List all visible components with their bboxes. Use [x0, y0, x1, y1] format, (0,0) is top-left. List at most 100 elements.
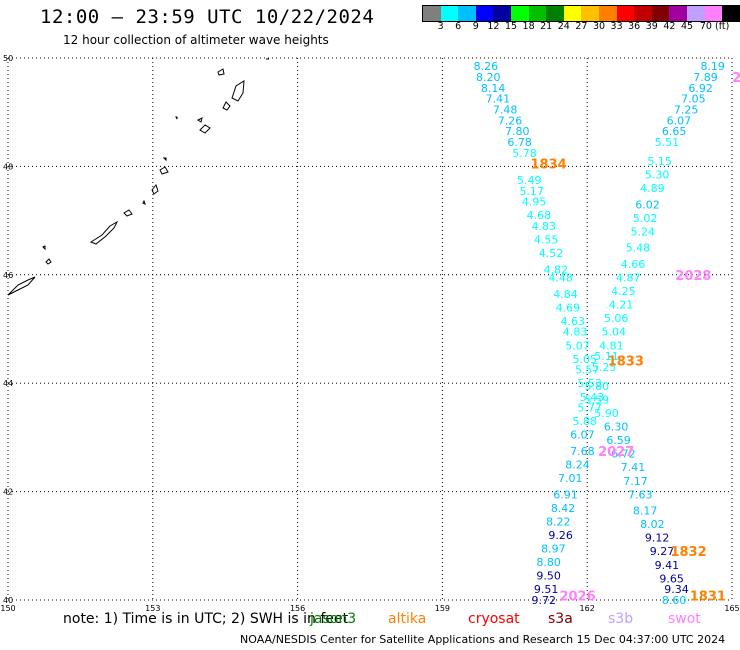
wave-height-value: 5.05	[573, 353, 598, 366]
colorbar-swatch	[686, 6, 705, 21]
wave-height-value: 4.66	[621, 258, 646, 271]
wave-height-value: 6.59	[606, 434, 631, 447]
pass-time-label: 2	[732, 71, 740, 86]
wave-height-value: 8.24	[565, 459, 590, 472]
wave-height-value: 8.19	[700, 60, 725, 73]
wave-height-value: 9.34	[664, 583, 689, 596]
x-tick-label: 150	[0, 604, 15, 613]
pass-time-label: 1832	[670, 545, 706, 560]
wave-height-value: 8.97	[541, 543, 566, 556]
legend-altika: altika	[388, 611, 427, 627]
wave-height-value: 7.25	[674, 103, 699, 116]
wave-height-value: 5.30	[645, 169, 670, 182]
wave-height-value: 7.80	[505, 125, 530, 138]
wave-height-value: 5.51	[655, 136, 680, 149]
wave-height-value: 4.48	[548, 272, 573, 285]
wave-height-value: 5.57	[575, 364, 600, 377]
wave-height-value: 7.41	[621, 461, 646, 474]
pass-time-label: 2027	[598, 445, 634, 460]
x-tick-label: 153	[145, 604, 160, 613]
wave-height-value: 8.26	[474, 60, 499, 73]
colorbar-swatch	[563, 6, 582, 21]
colorbar-swatch	[510, 6, 529, 21]
wave-height-value: 5.59	[585, 393, 610, 406]
colorbar-swatch	[528, 6, 547, 21]
wave-height-value: 5.88	[573, 415, 598, 428]
wave-height-value: 4.69	[556, 301, 581, 314]
colorbar-label: 45	[680, 21, 694, 32]
wave-height-value: 7.05	[681, 93, 706, 106]
wave-height-value: 7.41	[486, 93, 511, 106]
colorbar-label: 9	[472, 21, 479, 32]
legend-swot: swot	[668, 611, 701, 627]
credit-line: NOAA/NESDIS Center for Satellite Applica…	[240, 633, 726, 646]
wave-height-value: 8.80	[536, 556, 561, 569]
wave-height-value: 8.17	[633, 505, 658, 518]
wave-height-value: 5.02	[633, 212, 658, 225]
colorbar-swatch	[493, 6, 511, 21]
colorbar-swatch	[669, 6, 687, 21]
wave-height-value: 5.53	[577, 377, 602, 390]
wave-height-value: 4.68	[527, 209, 552, 222]
wave-height-value: 8.60	[662, 594, 687, 607]
wave-height-value: 8.14	[481, 82, 506, 95]
wave-height-value: 5.17	[519, 185, 544, 198]
footer-note: note: 1) Time is in UTC; 2) SWH is in fe…	[63, 611, 349, 627]
axis-tick-labels: 150 153 156 159 162 165 40 42 44 46 48 50	[0, 54, 739, 613]
colorbar-swatch	[722, 6, 740, 21]
wave-height-value: 4.55	[534, 234, 559, 247]
colorbar-label: 6	[455, 21, 462, 32]
pass-time-label: 1831	[690, 590, 726, 605]
wave-height-value: 9.41	[655, 559, 680, 572]
wave-height-value: 5.24	[630, 225, 655, 238]
y-tick-label: 44	[3, 379, 13, 388]
wave-height-value: 7.63	[628, 488, 653, 501]
pass-time-label: 1834	[530, 158, 566, 173]
wave-height-value: 4.89	[640, 182, 665, 195]
wave-height-value: 6.02	[635, 198, 660, 211]
colorbar-label: 24	[557, 21, 570, 32]
wave-height-value: 7.01	[558, 472, 583, 485]
wave-height-value: 5.80	[585, 380, 610, 393]
wave-height-value: 4.83	[532, 220, 557, 233]
colorbar-label: 33	[610, 21, 623, 32]
wave-height-value: 6.07	[667, 114, 692, 127]
colorbar-label: 39	[645, 21, 658, 32]
colorbar-label: 30	[592, 21, 606, 32]
wave-height-value: 4.81	[599, 339, 624, 352]
legend-s3b: s3b	[608, 611, 634, 627]
legend-jason3: jason3	[310, 611, 357, 627]
wave-height-value: 6.65	[662, 125, 687, 138]
wave-height-value: 6.30	[604, 421, 629, 434]
wave-height-value: 7.17	[623, 475, 648, 488]
coastline	[7, 58, 269, 296]
colorbar-swatch	[440, 6, 459, 21]
colorbar-label: 12	[487, 21, 500, 32]
colorbar-swatch	[458, 6, 476, 21]
wave-height-value: 6.07	[570, 429, 595, 442]
wave-height-value: 7.68	[570, 445, 595, 458]
colorbar-label: 42	[663, 21, 676, 32]
chart-title: 12:00 – 23:59 UTC 10/22/2024	[40, 6, 375, 28]
wave-height-value: 4.21	[609, 299, 634, 312]
wave-height-value: 4.87	[616, 272, 641, 285]
legend-cryosat: cryosat	[468, 611, 520, 627]
colorbar-swatch	[581, 6, 599, 21]
colorbar-swatch	[423, 6, 441, 21]
colorbar	[422, 5, 740, 22]
wave-height-value: 9.65	[659, 572, 684, 585]
wave-height-value: 9.26	[548, 529, 573, 542]
x-tick-label: 162	[580, 604, 595, 613]
colorbar-swatch	[704, 6, 723, 21]
colorbar-swatch	[475, 6, 494, 21]
wave-height-value: 9.27	[650, 545, 675, 558]
colorbar-swatch	[634, 6, 652, 21]
y-tick-label: 50	[3, 54, 13, 63]
wave-height-value: 5.11	[594, 350, 619, 363]
colorbar-swatch	[598, 6, 617, 21]
pass-time-label: 1833	[608, 354, 644, 369]
wave-height-value: 8.20	[476, 71, 501, 84]
wave-height-value: 4.82	[544, 263, 569, 276]
pass-time-label: 2026	[559, 590, 595, 605]
